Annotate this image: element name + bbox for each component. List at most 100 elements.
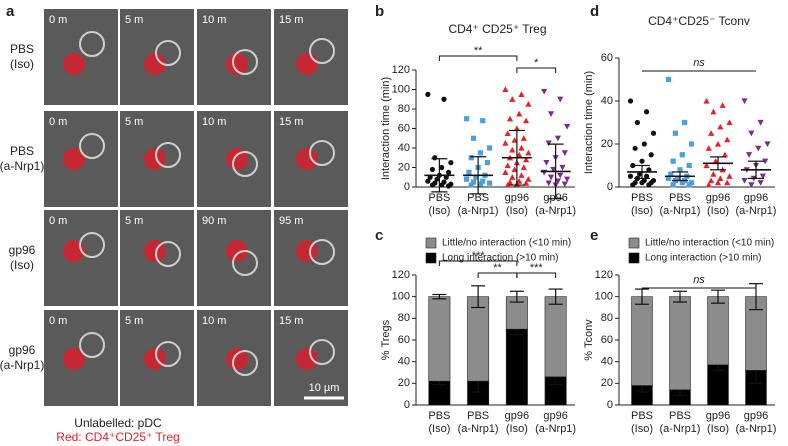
point <box>468 155 474 161</box>
point <box>487 145 493 151</box>
y-tick-label: 40 <box>398 356 410 368</box>
row-label: (Iso) <box>10 258 34 272</box>
legend-swatch <box>628 237 640 249</box>
point <box>639 158 645 164</box>
panel-letter: e <box>590 227 598 244</box>
legend-swatch <box>425 252 437 264</box>
point <box>679 180 685 186</box>
bar-segment <box>707 296 729 366</box>
point <box>641 141 647 147</box>
y-tick-label: 60 <box>398 122 410 134</box>
y-tick-label: 60 <box>601 334 613 346</box>
time-label: 10 m <box>202 14 226 26</box>
point <box>464 116 470 122</box>
point <box>541 88 548 95</box>
point <box>665 76 672 83</box>
time-label: 15 m <box>279 315 303 327</box>
point <box>741 98 748 105</box>
point <box>525 149 532 156</box>
bar-segment <box>428 296 451 382</box>
x-tick-label: PBS <box>669 192 691 204</box>
y-tick-label: 120 <box>392 64 410 76</box>
row-label: (a-Nrp1) <box>0 358 44 372</box>
y-tick-label: 60 <box>398 334 410 346</box>
point <box>632 145 638 151</box>
point <box>487 180 493 186</box>
point <box>429 166 436 173</box>
x-tick-label: PBS <box>467 192 489 204</box>
point <box>714 140 722 147</box>
point <box>724 179 731 186</box>
y-tick-label: 120 <box>392 269 410 281</box>
y-axis-label: Interaction time (min) <box>380 77 392 180</box>
point <box>759 173 766 180</box>
point <box>545 140 552 147</box>
point <box>502 169 509 175</box>
cell <box>309 38 335 64</box>
x-tick-label: PBS <box>631 410 653 422</box>
point <box>509 96 516 102</box>
time-label: 0 m <box>49 215 67 227</box>
point <box>726 119 733 126</box>
point <box>762 158 769 165</box>
x-tick-label: (a-Nrp1) <box>535 423 576 435</box>
legend-label: Long interaction (>10 min) <box>442 253 558 264</box>
point <box>520 135 527 141</box>
point <box>506 115 514 122</box>
cell <box>296 53 318 75</box>
point <box>425 178 431 184</box>
y-tick-label: 80 <box>398 312 410 324</box>
x-tick-label: (Iso) <box>428 205 450 217</box>
point <box>708 130 715 136</box>
x-tick-label: (a-Nrp1) <box>535 205 576 217</box>
point <box>439 182 445 188</box>
point <box>644 109 650 115</box>
cell <box>226 348 248 370</box>
point <box>755 145 762 152</box>
time-label: 10 m <box>202 315 226 327</box>
point <box>561 150 568 156</box>
cell <box>155 341 181 367</box>
point <box>644 173 650 179</box>
row-label: gp96 <box>9 343 36 357</box>
point <box>439 164 445 171</box>
x-tick-label: PBS <box>428 192 450 204</box>
y-tick-label: 20 <box>601 377 613 389</box>
point <box>516 178 523 184</box>
point <box>432 155 438 161</box>
panel-letter: d <box>590 3 599 20</box>
point <box>668 171 674 177</box>
x-tick-label: gp96 <box>543 410 567 422</box>
point <box>630 162 636 169</box>
point <box>717 123 724 130</box>
point <box>473 174 479 180</box>
x-tick-label: (Iso) <box>506 205 528 217</box>
cell <box>296 348 318 370</box>
cell <box>155 40 181 66</box>
point <box>686 182 692 188</box>
x-tick-label: (a-Nrp1) <box>458 423 499 435</box>
point <box>557 96 564 103</box>
time-label: 0 m <box>49 116 67 128</box>
point <box>441 96 447 102</box>
point <box>470 135 477 141</box>
time-label: 95 m <box>279 215 303 227</box>
annotation-bracket <box>516 67 557 73</box>
point <box>741 177 748 184</box>
y-tick-label: 40 <box>601 95 613 107</box>
y-axis-label: Interaction time (min) <box>583 71 595 174</box>
annotation-label: ** <box>474 45 483 57</box>
cell <box>309 339 335 365</box>
point <box>721 151 728 158</box>
time-label: 90 m <box>202 215 226 227</box>
cell <box>232 250 258 276</box>
point <box>470 179 477 185</box>
bar-segment <box>505 328 528 406</box>
point <box>425 91 431 97</box>
point <box>445 183 452 189</box>
point <box>518 91 525 97</box>
y-tick-label: 0 <box>607 181 613 193</box>
annotation-label: ** <box>493 262 502 274</box>
annotation-label: *** <box>530 262 544 274</box>
point <box>634 119 641 126</box>
